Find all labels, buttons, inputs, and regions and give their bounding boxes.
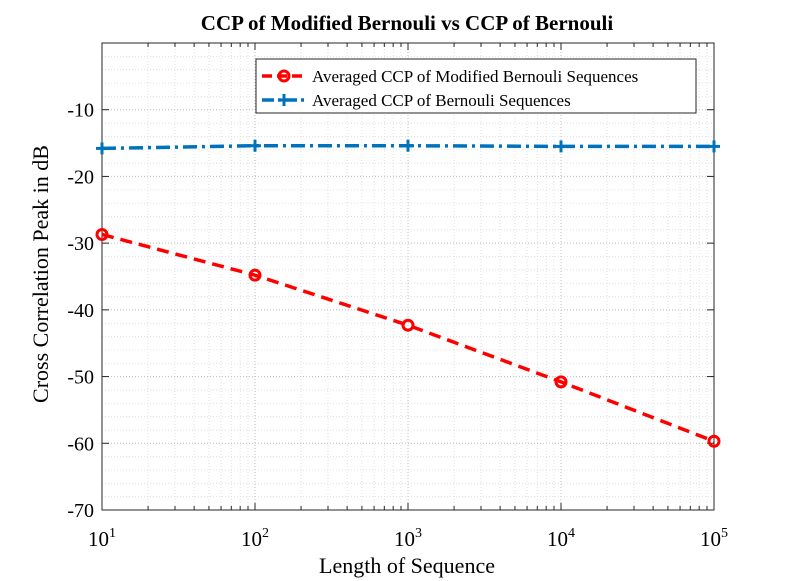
legend-marker: [278, 94, 290, 106]
data-point: [402, 139, 414, 152]
x-tick-label: 102: [241, 526, 269, 551]
data-point: [96, 142, 108, 155]
data-point: [249, 139, 261, 152]
data-point: [708, 140, 720, 153]
series-1: [95, 227, 721, 448]
y-tick-label: -50: [67, 367, 94, 389]
data-point: [95, 227, 109, 241]
data-point: [555, 140, 567, 153]
legend: Averaged CCP of Modified Bernouli Sequen…: [255, 58, 697, 114]
data-point: [401, 318, 415, 332]
series-layer: [95, 139, 721, 448]
legend-entry: Averaged CCP of Bernouli Sequences: [262, 91, 571, 110]
data-point: [248, 268, 262, 282]
legend-label: Averaged CCP of Modified Bernouli Sequen…: [312, 67, 638, 86]
x-tick-label: 105: [700, 526, 728, 551]
data-point: [707, 434, 721, 448]
x-tick-label: 104: [547, 526, 575, 551]
chart-title: CCP of Modified Bernouli vs CCP of Berno…: [201, 11, 614, 35]
y-tick-label: -20: [67, 166, 94, 188]
axis-ticks: [101, 42, 715, 511]
y-axis-label: Cross Correlation Peak in dB: [28, 145, 53, 403]
y-tick-label: -60: [67, 433, 94, 455]
x-tick-label: 103: [394, 526, 422, 551]
y-tick-label: -70: [67, 500, 94, 522]
x-tick-labels: 101 102 103 104 105: [88, 526, 728, 551]
legend-box: [255, 58, 697, 114]
y-tick-label: -40: [67, 300, 94, 322]
y-tick-label: -10: [67, 100, 94, 122]
data-point: [554, 375, 568, 389]
x-axis-label: Length of Sequence: [319, 553, 495, 578]
legend-marker: [277, 69, 291, 83]
series-2: [96, 139, 720, 155]
y-tick-label: -30: [67, 233, 94, 255]
legend-label: Averaged CCP of Bernouli Sequences: [312, 91, 571, 110]
x-tick-label: 101: [88, 526, 116, 551]
y-tick-labels: -70 -60 -50 -40 -30 -20 -10: [67, 100, 94, 522]
series-line: [101, 232, 715, 443]
legend-entry: Averaged CCP of Modified Bernouli Sequen…: [262, 67, 638, 86]
